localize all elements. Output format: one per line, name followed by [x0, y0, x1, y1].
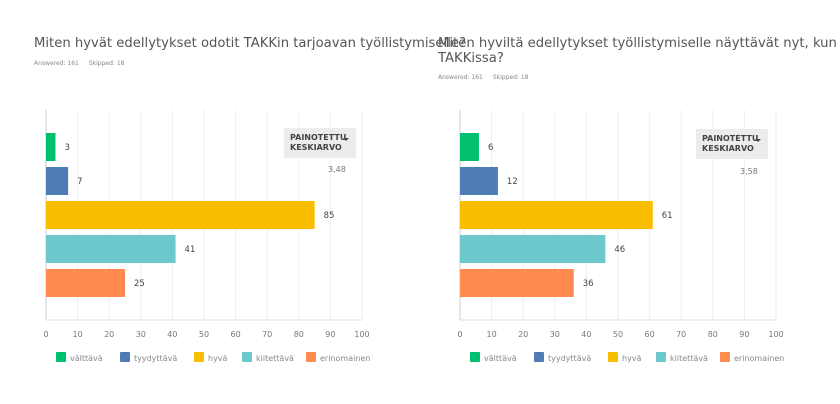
bar-välttävä — [46, 133, 56, 161]
data-label: 46 — [614, 245, 625, 255]
weighted-average-value: 3,48 — [328, 165, 346, 174]
response-counts: Answered: 161 Skipped: 18 — [34, 60, 135, 67]
x-tick-label: 10 — [73, 330, 83, 339]
bar-erinomainen — [46, 269, 125, 297]
x-tick-label: 30 — [136, 330, 146, 339]
legend-label: erinomainen — [320, 354, 370, 363]
bar-chart: 0 10 20 30 40 50 60 70 80 90 100 6 12 61 46 36 välttävä t… — [457, 110, 784, 363]
caret-down-icon — [755, 139, 761, 142]
chart-title: Miten hyvät edellytykset odotit TAKKin t… — [34, 36, 466, 51]
caret-down-icon — [343, 138, 349, 141]
x-tick-label: 80 — [294, 330, 304, 339]
bar-tyydyttävä — [46, 167, 69, 195]
x-tick-label: 0 — [457, 330, 462, 339]
weighted-average-dropdown[interactable]: PAINOTETTU KESKIARVO — [284, 128, 356, 158]
x-tick-label: 70 — [262, 330, 272, 339]
data-label: 3 — [64, 143, 69, 153]
legend-swatch — [656, 352, 666, 362]
data-label: 85 — [324, 211, 335, 221]
bar-erinomainen — [460, 269, 574, 297]
chart-title-line1: Miten hyviltä edellytykset työllistymise… — [438, 36, 840, 51]
bar-tyydyttävä — [460, 167, 498, 195]
x-tick-label: 20 — [104, 330, 114, 339]
x-tick-label: 50 — [613, 330, 623, 339]
x-tick-label: 60 — [645, 330, 655, 339]
data-label: 41 — [185, 245, 196, 255]
legend-label: hyvä — [208, 354, 228, 363]
legend-swatch — [470, 352, 480, 362]
data-label: 61 — [662, 211, 673, 221]
x-tick-label: 60 — [231, 330, 241, 339]
x-tick-label: 40 — [581, 330, 591, 339]
dropdown-label-line1: PAINOTETTU — [702, 134, 759, 143]
x-tick-label: 40 — [167, 330, 177, 339]
chart-panel-1: Miten hyvät edellytykset odotit TAKKin t… — [34, 36, 466, 363]
data-label: 25 — [134, 279, 145, 289]
legend-label: kiitettävä — [670, 354, 708, 363]
legend-swatch — [194, 352, 204, 362]
x-tick-label: 90 — [739, 330, 749, 339]
legend-swatch — [120, 352, 130, 362]
legend-label: hyvä — [622, 354, 642, 363]
skipped-count: Skipped: 18 — [88, 60, 125, 67]
answered-count: Answered: 161 — [34, 60, 79, 67]
bar-hyvä — [46, 201, 315, 229]
x-tick-label: 20 — [518, 330, 528, 339]
x-tick-label: 100 — [354, 330, 369, 339]
x-tick-label: 10 — [487, 330, 497, 339]
x-tick-label: 50 — [199, 330, 209, 339]
bar-kiitettävä — [460, 235, 606, 263]
legend-swatch — [242, 352, 252, 362]
bar-kiitettävä — [46, 235, 176, 263]
answered-count: Answered: 161 — [438, 74, 483, 81]
bar-chart: 0 10 20 30 40 50 60 70 80 90 100 3 7 85 41 25 välttävä ty… — [43, 110, 370, 363]
dropdown-label-line2: KESKIARVO — [702, 144, 754, 153]
data-label: 7 — [77, 177, 82, 187]
chart-panel-2: Miten hyviltä edellytykset työllistymise… — [414, 0, 840, 404]
x-tick-label: 0 — [43, 330, 48, 339]
bar-hyvä — [460, 201, 653, 229]
legend-swatch — [608, 352, 618, 362]
x-tick-label: 100 — [768, 330, 783, 339]
data-label: 6 — [488, 143, 493, 153]
legend-swatch — [534, 352, 544, 362]
legend-swatch — [306, 352, 316, 362]
x-tick-label: 90 — [325, 330, 335, 339]
weighted-average-value: 3,58 — [740, 167, 758, 176]
legend-label: välttävä — [70, 354, 103, 363]
data-label: 36 — [583, 279, 594, 289]
legend-label: kiitettävä — [256, 354, 294, 363]
legend-label: tyydyttävä — [548, 354, 591, 363]
chart-title-line2: TAKKissa? — [438, 51, 504, 66]
legend-label: tyydyttävä — [134, 354, 177, 363]
skipped-count: Skipped: 18 — [492, 74, 529, 81]
dropdown-label-line2: KESKIARVO — [290, 143, 342, 152]
x-tick-label: 80 — [708, 330, 718, 339]
bar-välttävä — [460, 133, 479, 161]
response-counts: Answered: 161 Skipped: 18 — [438, 74, 539, 81]
x-tick-label: 30 — [550, 330, 560, 339]
dropdown-label-line1: PAINOTETTU — [290, 133, 347, 142]
legend-swatch — [56, 352, 66, 362]
legend-label: erinomainen — [734, 354, 784, 363]
data-label: 12 — [507, 177, 518, 187]
weighted-average-dropdown[interactable]: PAINOTETTU KESKIARVO — [696, 129, 768, 159]
legend-swatch — [720, 352, 730, 362]
legend-label: välttävä — [484, 354, 517, 363]
x-tick-label: 70 — [676, 330, 686, 339]
